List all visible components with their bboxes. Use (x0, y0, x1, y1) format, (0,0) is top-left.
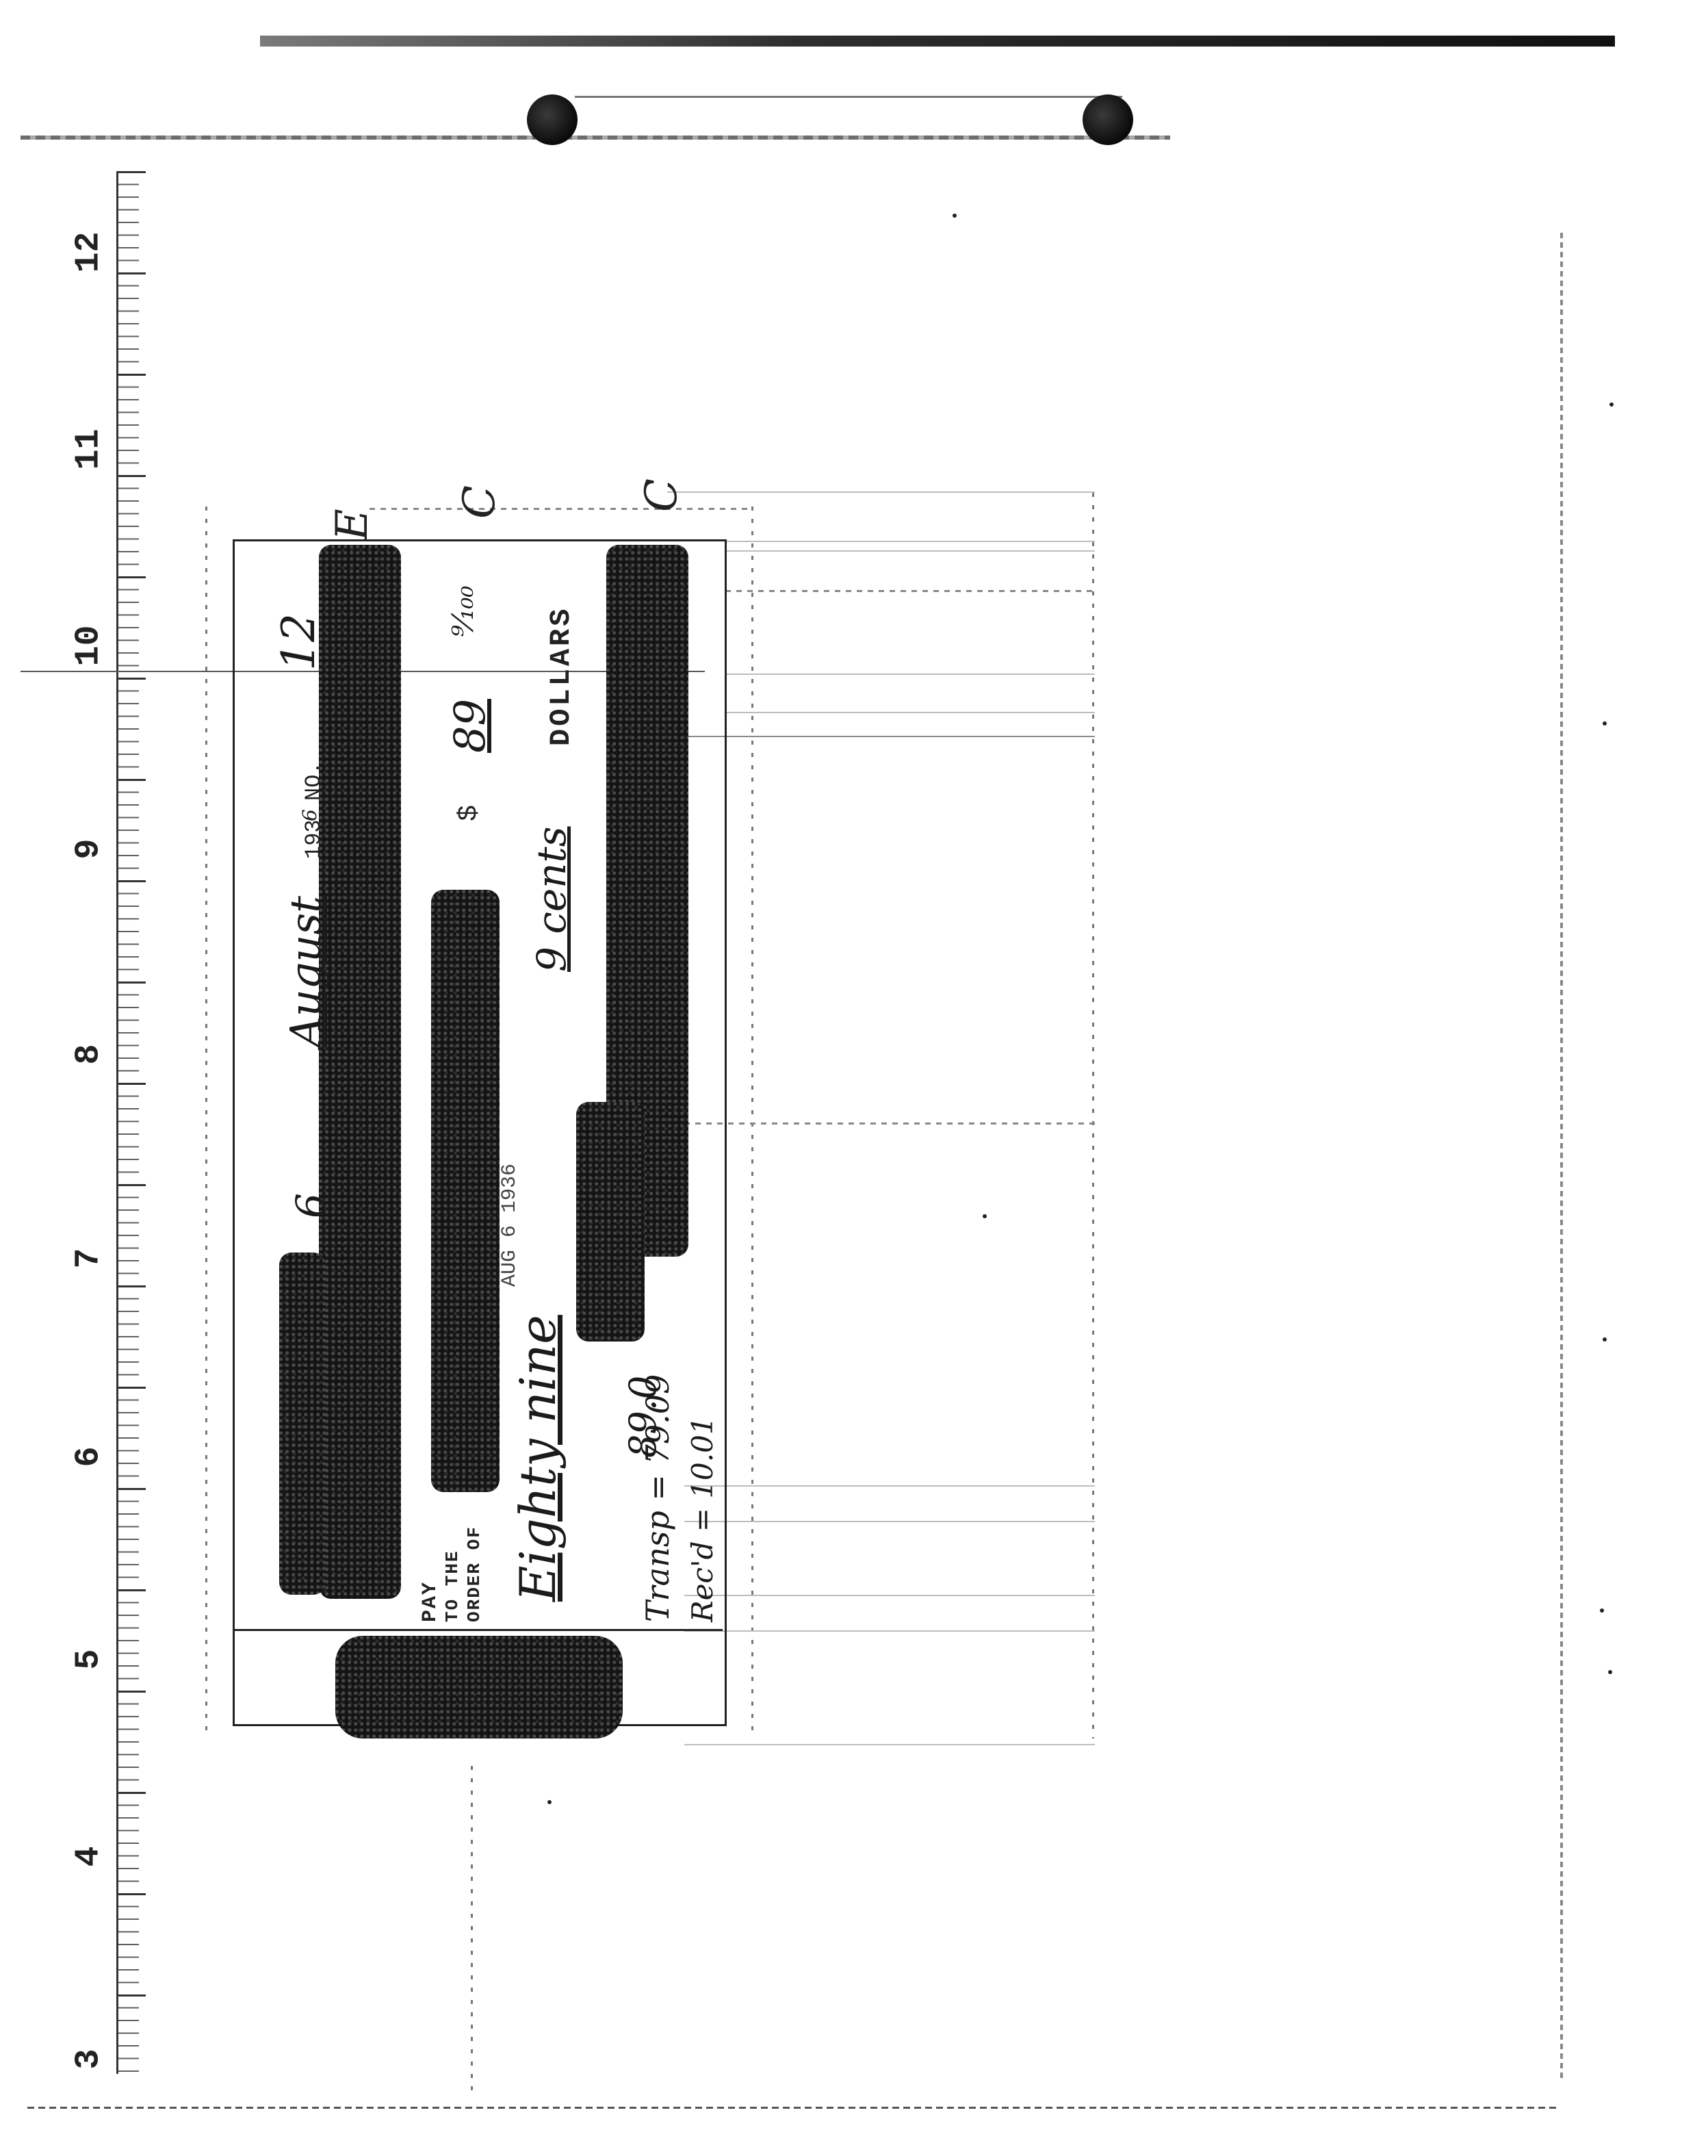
ruler-number: 3 (69, 2049, 109, 2070)
ledger-line (684, 736, 1095, 737)
ruler-number: 11 (69, 428, 109, 470)
redaction-stub (335, 1636, 623, 1738)
cheque-stub-divider (233, 1629, 723, 1631)
ruler-number: 7 (69, 1248, 109, 1269)
memo-received: Rec'd = 10.01 (686, 1416, 719, 1622)
cheque-year-suffix: 6 (298, 809, 321, 821)
guide-dotted-vertical (1092, 493, 1094, 1738)
ledger-line (684, 1744, 1095, 1745)
date-stamp: AUG 6 1936 (498, 1163, 521, 1287)
ledger-dotted (725, 590, 1095, 592)
bottom-edge-line (27, 2107, 1560, 2109)
guide-dotted-horizontal (370, 508, 753, 510)
scan-speck (547, 1800, 552, 1804)
ledger-line (667, 491, 1095, 493)
cheque-number: 12 (272, 613, 325, 671)
cheque-day: 6 (287, 1193, 334, 1218)
ledger-line (684, 1485, 1095, 1487)
amount-in-words: Eighty nine (509, 1315, 567, 1602)
redaction-bar (319, 545, 401, 1599)
scan-speck (983, 1214, 987, 1218)
punch-hole-left (527, 94, 578, 145)
punch-connector-line (575, 96, 1122, 98)
pay-label: PAY (419, 1580, 442, 1622)
top-edge-line (21, 136, 1170, 140)
scan-speck (1603, 721, 1607, 726)
ledger-dotted (684, 1122, 1095, 1125)
margin-mark-lower: C (636, 478, 687, 512)
ruler-number: 9 (69, 838, 109, 860)
cheque-no-label: NO. (301, 761, 326, 801)
to-the-label: TO THE (442, 1550, 463, 1622)
scan-speck (1603, 1337, 1607, 1342)
right-edge-dashes (1560, 233, 1563, 2081)
guide-dotted-vertical (205, 506, 207, 1738)
guide-dotted-vertical (471, 1766, 473, 2094)
memo-transport: Transp = 79.09 (639, 1374, 676, 1622)
punch-hole-right (1083, 94, 1133, 145)
scan-speck (1600, 1608, 1604, 1613)
ruler-number: 5 (69, 1649, 109, 1670)
ledger-line (725, 712, 1095, 713)
amount-words-cents: 9 cents (528, 826, 575, 972)
ledger-line (684, 1595, 1095, 1596)
redaction-bar (576, 1102, 645, 1342)
scan-speck (1609, 402, 1614, 407)
ledger-line (725, 673, 1095, 675)
ruler-number: 10 (69, 625, 109, 667)
cheque-amount: 89 (445, 699, 495, 753)
redaction-bar (279, 1253, 326, 1595)
ruler-number: 8 (69, 1044, 109, 1065)
top-binder-band (260, 36, 1615, 47)
ruler-number: 4 (69, 1846, 109, 1867)
order-of-label: ORDER OF (464, 1526, 484, 1622)
cheque-cents: ⁹⁄₁₀₀ (446, 585, 480, 637)
ruler (116, 171, 144, 2074)
ledger-line (725, 550, 1095, 552)
dollar-sign: $ (454, 804, 485, 821)
ruler-number: 12 (69, 231, 109, 273)
cheque-year-prefix: 193 (301, 819, 326, 859)
scan-speck (953, 214, 957, 218)
scan-speck (1608, 1670, 1612, 1674)
ledger-line (684, 1630, 1095, 1632)
ledger-line (725, 541, 1095, 542)
ledger-line (684, 1521, 1095, 1522)
dollars-label: DOLLARS (545, 606, 578, 746)
ruler-number: 6 (69, 1446, 109, 1467)
ruler-major-ticks (118, 171, 146, 2074)
redaction-bar (431, 890, 500, 1492)
margin-mark-top: E (327, 509, 378, 541)
cheque-month: August (281, 895, 331, 1047)
margin-mark-middle: C (454, 485, 505, 519)
